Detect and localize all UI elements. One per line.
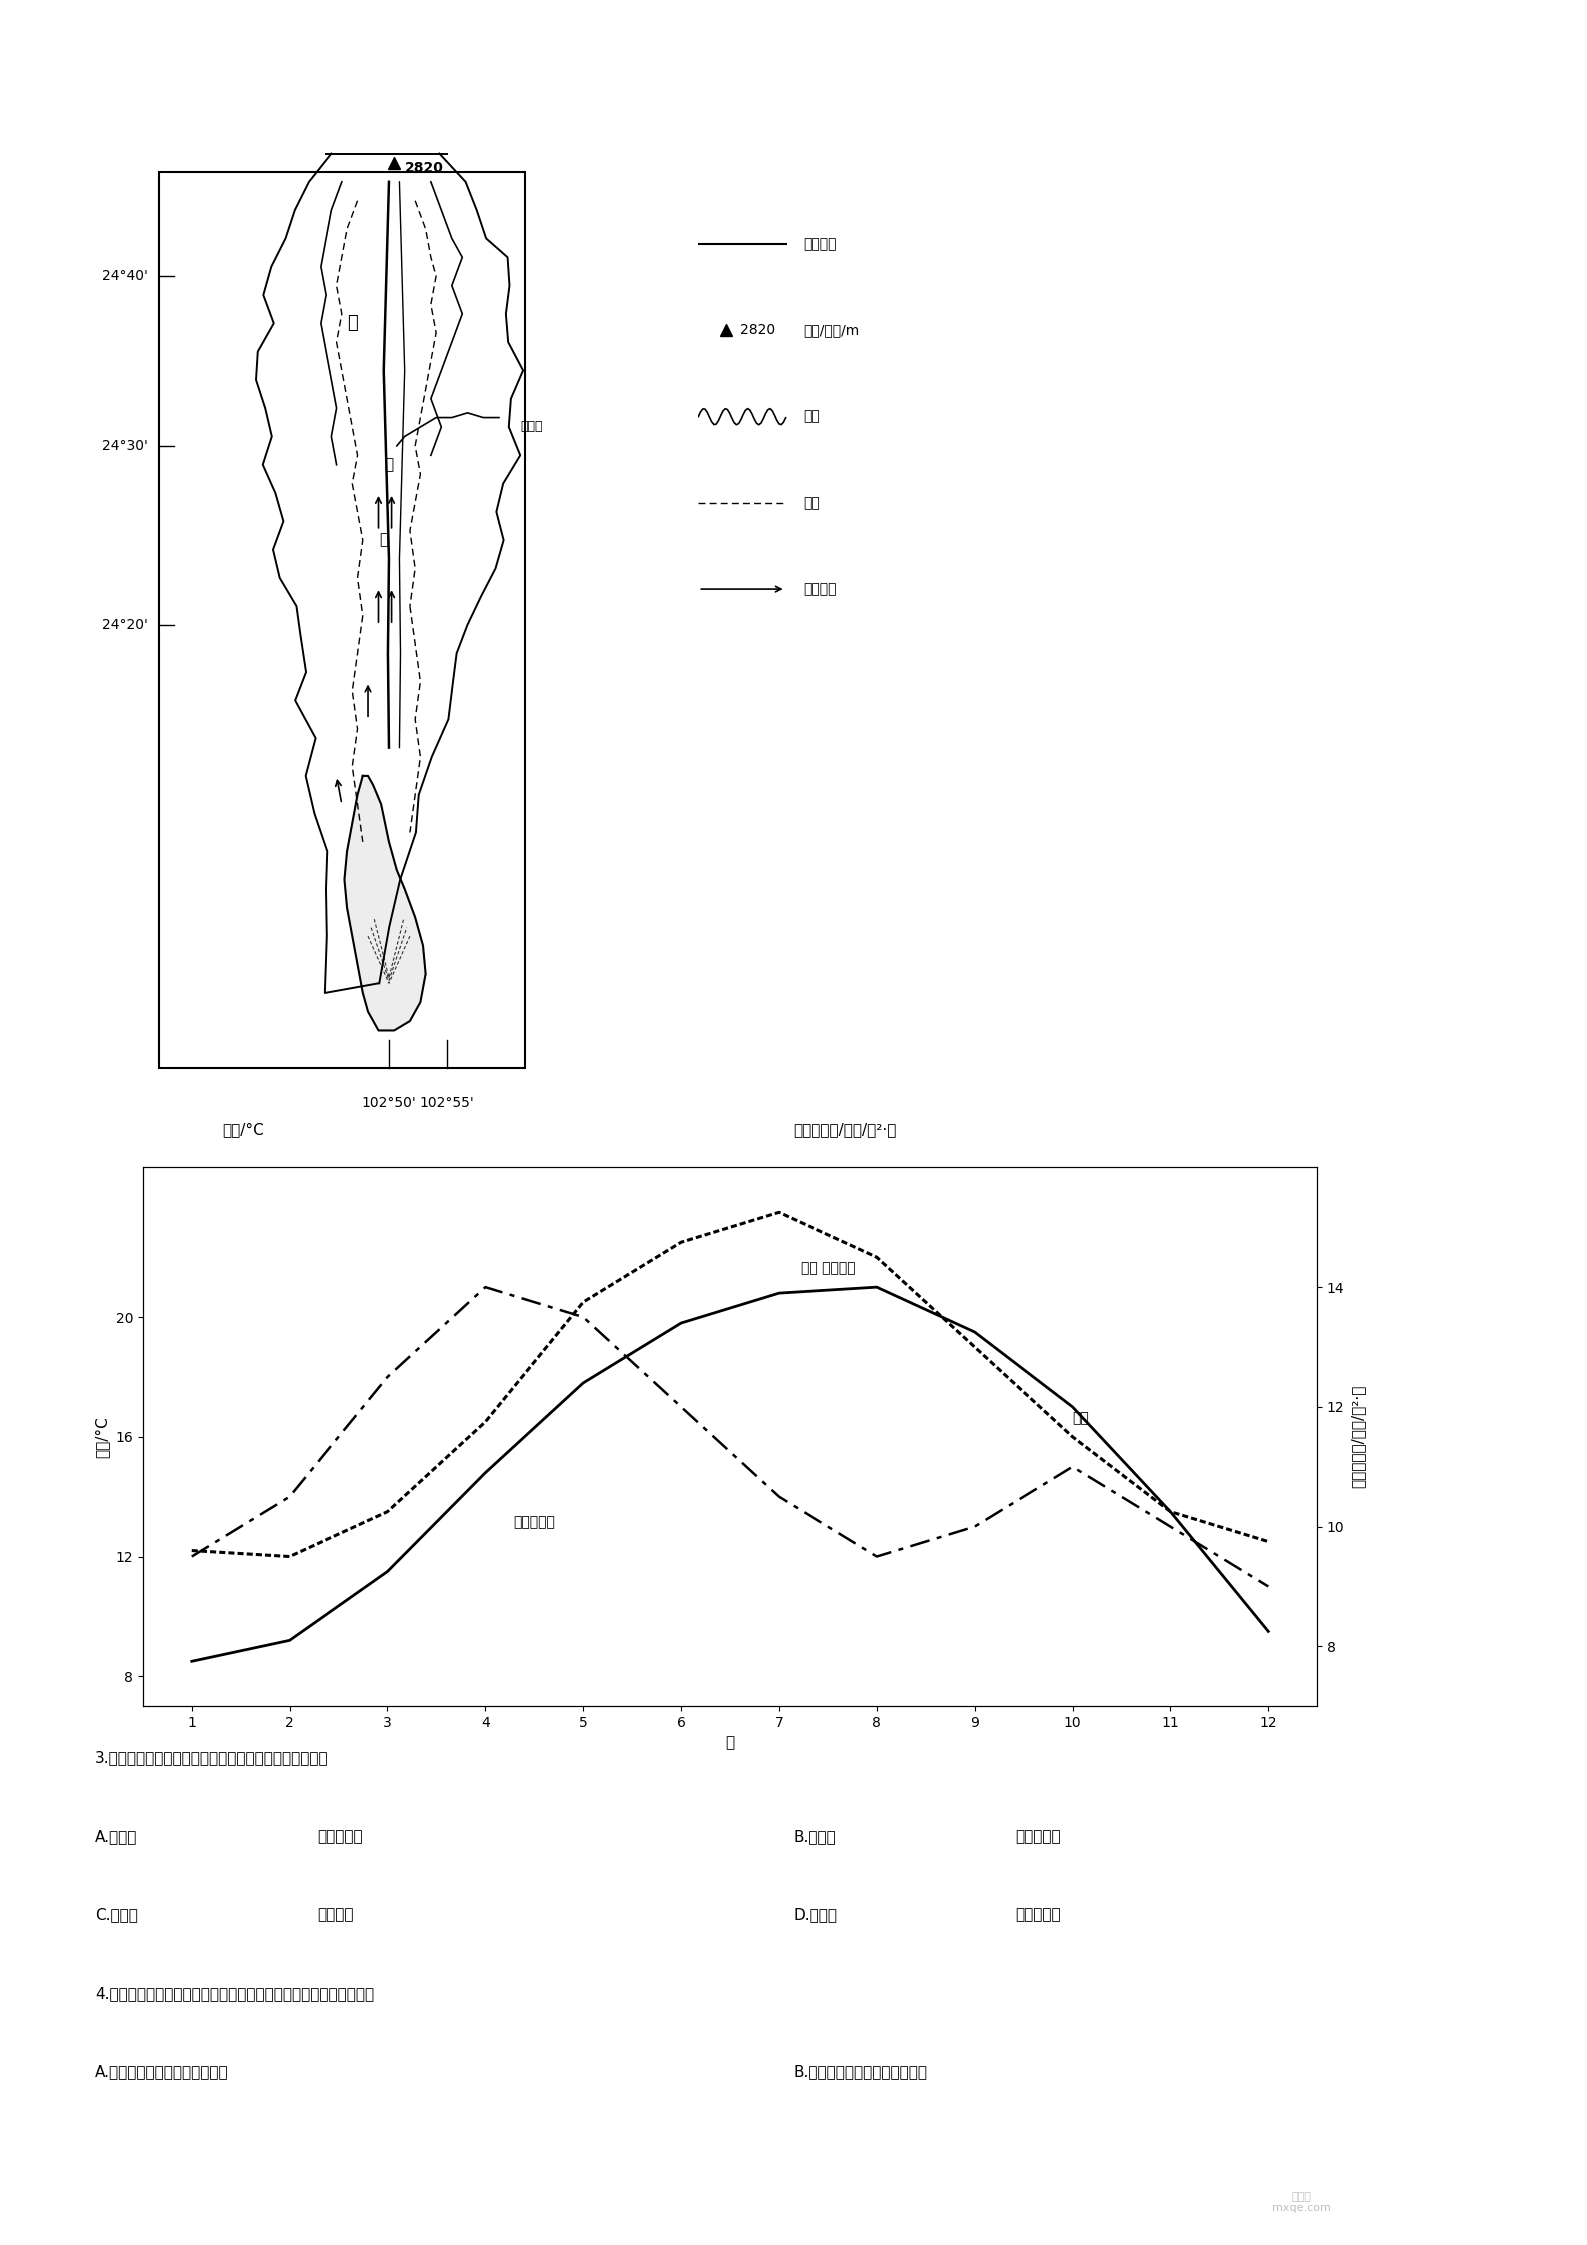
Text: A.　太阳辐射量大，陆地增温快: A. 太阳辐射量大，陆地增温快	[95, 2065, 229, 2079]
Text: D.　较低: D. 较低	[794, 1908, 838, 1922]
Text: 温度/°C: 温度/°C	[222, 1122, 263, 1136]
Y-axis label: 温度/°C: 温度/°C	[95, 1417, 110, 1457]
Text: 淡水补给多: 淡水补给多	[1016, 1830, 1062, 1843]
Text: 盐分注入少: 盐分注入少	[1016, 1908, 1062, 1922]
Text: 4.　春季抚仙湖区气温高于表层湖水温度，合理的解释是春季（　）: 4. 春季抚仙湖区气温高于表层湖水温度，合理的解释是春季（ ）	[95, 1987, 375, 2000]
Text: 2820: 2820	[740, 323, 776, 337]
Text: 气温: 气温	[1073, 1410, 1089, 1426]
Text: A.　较高: A. 较高	[95, 1830, 138, 1843]
Text: 河沟: 河沟	[803, 496, 820, 510]
FancyBboxPatch shape	[159, 173, 525, 1069]
Y-axis label: 太阳辐射量/千焦/米²·月: 太阳辐射量/千焦/米²·月	[1351, 1385, 1365, 1488]
Text: 102°50': 102°50'	[362, 1096, 416, 1111]
Text: 表层 湖水温度: 表层 湖水温度	[800, 1262, 855, 1275]
Text: 湖流方向: 湖流方向	[803, 581, 836, 597]
Text: 3.　关于抚仙湖盐度高低及原因的说法，正确的是（　）: 3. 关于抚仙湖盐度高低及原因的说法，正确的是（ ）	[95, 1751, 329, 1765]
Text: 蕉发较大: 蕉发较大	[317, 1908, 354, 1922]
Text: 答案圈
mxqe.com: 答案圈 mxqe.com	[1271, 2191, 1331, 2214]
Text: 海口河: 海口河	[521, 420, 543, 433]
Text: 山峰/海拔/m: 山峰/海拔/m	[803, 323, 859, 337]
Text: 太阳辐射量/千焦/米²·月: 太阳辐射量/千焦/米²·月	[794, 1122, 897, 1136]
Text: B.　较低: B. 较低	[794, 1830, 836, 1843]
Text: 24°20': 24°20'	[102, 617, 148, 633]
Text: 102°55': 102°55'	[419, 1096, 475, 1111]
Text: 抚: 抚	[348, 314, 357, 332]
Text: 太阳辐射量: 太阳辐射量	[513, 1515, 555, 1529]
Text: 河流: 河流	[803, 409, 820, 424]
Text: 24°30': 24°30'	[102, 438, 148, 453]
Polygon shape	[344, 777, 425, 1030]
X-axis label: 月: 月	[725, 1735, 735, 1751]
Text: 湖: 湖	[379, 532, 389, 548]
Text: B.　太阳辐射量大，陆地增温慢: B. 太阳辐射量大，陆地增温慢	[794, 2065, 927, 2079]
Text: 流域界线: 流域界线	[803, 238, 836, 251]
Text: C.　较高: C. 较高	[95, 1908, 138, 1922]
Text: 2820: 2820	[405, 162, 443, 175]
Text: 24°40': 24°40'	[102, 269, 148, 283]
Text: 仙: 仙	[384, 458, 394, 471]
Text: 出水口单一: 出水口单一	[317, 1830, 363, 1843]
